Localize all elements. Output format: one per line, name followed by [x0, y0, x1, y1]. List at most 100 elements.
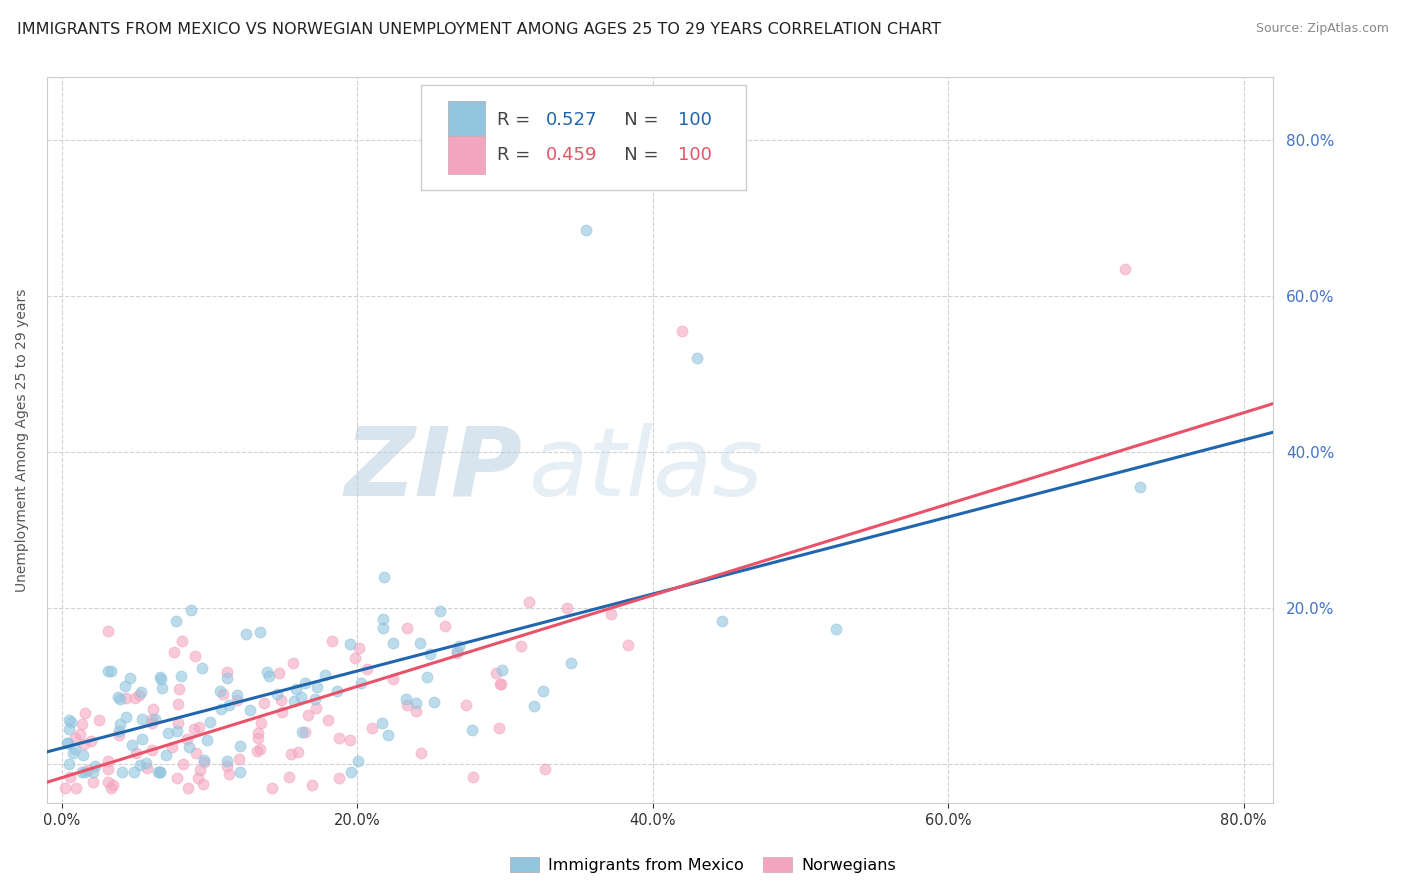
FancyBboxPatch shape: [420, 85, 745, 190]
Point: [218, 766, 240, 780]
Point: [339, 764, 361, 779]
Text: 0.459: 0.459: [546, 146, 598, 164]
Point: [523, 698, 546, 713]
Point: [488, 721, 510, 735]
Text: IMMIGRANTS FROM MEXICO VS NORWEGIAN UNEMPLOYMENT AMONG AGES 25 TO 29 YEARS CORRE: IMMIGRANTS FROM MEXICO VS NORWEGIAN UNEM…: [17, 22, 941, 37]
Point: [249, 742, 271, 756]
Point: [382, 636, 405, 650]
Point: [534, 762, 557, 776]
Text: R =: R =: [496, 146, 536, 164]
Point: [287, 745, 309, 759]
Point: [283, 694, 305, 708]
Point: [321, 633, 343, 648]
Point: [229, 764, 252, 779]
Point: [100, 780, 122, 795]
Point: [434, 619, 457, 633]
Point: [290, 690, 312, 704]
Point: [111, 764, 134, 779]
Point: [180, 603, 202, 617]
Point: [285, 682, 308, 697]
Point: [149, 764, 172, 779]
Point: [183, 722, 205, 736]
Text: 100: 100: [679, 146, 713, 164]
Point: [59, 770, 82, 784]
Point: [72, 747, 94, 762]
Point: [350, 676, 373, 690]
Point: [115, 710, 138, 724]
Point: [125, 746, 148, 760]
Point: [339, 732, 361, 747]
Point: [257, 669, 280, 683]
Point: [170, 669, 193, 683]
Text: Source: ZipAtlas.com: Source: ZipAtlas.com: [1256, 22, 1389, 36]
Point: [129, 685, 152, 699]
Point: [100, 664, 122, 678]
Point: [73, 764, 96, 779]
Point: [217, 759, 239, 773]
Text: N =: N =: [607, 146, 665, 164]
Point: [115, 690, 138, 705]
Point: [599, 607, 621, 622]
Point: [409, 746, 432, 760]
Point: [150, 672, 173, 686]
Point: [485, 665, 508, 680]
Point: [686, 351, 709, 366]
Point: [167, 697, 190, 711]
Text: atlas: atlas: [527, 423, 762, 516]
Point: [395, 621, 418, 635]
Point: [301, 778, 323, 792]
Point: [371, 715, 394, 730]
Point: [97, 665, 120, 679]
Point: [294, 675, 316, 690]
Point: [82, 774, 104, 789]
Point: [110, 691, 132, 706]
Point: [491, 677, 513, 691]
Point: [131, 712, 153, 726]
Point: [129, 758, 152, 772]
Point: [146, 764, 169, 779]
Point: [166, 771, 188, 785]
Point: [405, 696, 427, 710]
Point: [187, 720, 209, 734]
Text: ZIP: ZIP: [344, 423, 523, 516]
Point: [160, 739, 183, 754]
Point: [316, 714, 339, 728]
Point: [617, 638, 640, 652]
Point: [136, 761, 159, 775]
Point: [517, 595, 540, 609]
Point: [461, 723, 484, 737]
Point: [711, 614, 734, 628]
Point: [305, 680, 328, 694]
Point: [149, 764, 172, 779]
Point: [167, 682, 190, 697]
Point: [360, 721, 382, 735]
Point: [429, 604, 451, 618]
Point: [76, 763, 98, 777]
Point: [176, 731, 198, 746]
Point: [167, 716, 190, 731]
Point: [155, 748, 177, 763]
Point: [271, 705, 294, 719]
Point: [461, 770, 484, 784]
Point: [142, 702, 165, 716]
Point: [356, 662, 378, 676]
Text: R =: R =: [496, 112, 536, 129]
Point: [256, 665, 278, 679]
Point: [328, 771, 350, 785]
Point: [58, 756, 80, 771]
Point: [215, 671, 238, 685]
Point: [373, 612, 395, 626]
Point: [266, 687, 288, 701]
Point: [215, 755, 238, 769]
Point: [211, 687, 233, 701]
Point: [419, 647, 441, 661]
Point: [118, 672, 141, 686]
Point: [246, 731, 269, 746]
Point: [215, 665, 238, 679]
Point: [283, 656, 305, 670]
Legend: Immigrants from Mexico, Norwegians: Immigrants from Mexico, Norwegians: [503, 851, 903, 880]
Point: [177, 780, 200, 795]
Point: [235, 627, 257, 641]
Point: [260, 780, 283, 795]
Point: [97, 754, 120, 768]
